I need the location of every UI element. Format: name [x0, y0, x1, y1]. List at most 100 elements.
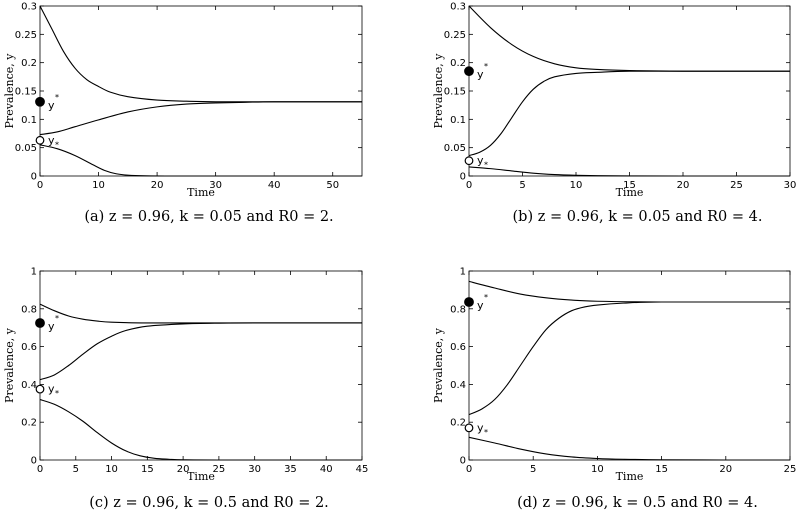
x-tick-label: 20 [177, 464, 190, 475]
y-axis-label: Prevalence, y [3, 53, 16, 129]
x-tick-label: 25 [730, 180, 743, 191]
x-tick-label: 10 [570, 180, 583, 191]
y-tick-label: 0.05 [15, 143, 37, 154]
y-tick-label: 0.2 [450, 58, 466, 69]
series-line-2 [468, 436, 790, 461]
panel-caption: (a) z = 0.96, k = 0.05 and R0 = 2. [84, 209, 333, 225]
plot-frame [468, 270, 791, 461]
y-tick-label: 0.2 [21, 58, 37, 69]
equilibrium-label-sup: * [55, 93, 59, 102]
equilibrium-label: y [477, 68, 484, 81]
plot-frame [39, 270, 363, 461]
equilibrium-label-sub: * [484, 428, 488, 437]
chart-panel-0: 0 10 20 30 40 50 0 0.05 0.1 0.15 0.2 0.25 0.3 Time Pre… [3, 2, 363, 225]
series-line-0 [39, 5, 362, 103]
y-tick-label: 0 [460, 456, 466, 467]
x-tick-label: 30 [248, 464, 261, 475]
x-tick-label: 20 [677, 180, 690, 191]
y-axis-label: Prevalence, y [432, 53, 445, 129]
equilibrium-label-sup: * [484, 293, 488, 302]
y-tick-label: 0 [31, 456, 37, 467]
y-tick-label: 0.2 [450, 418, 466, 429]
x-tick-label: 45 [356, 464, 369, 475]
stable-equilibrium-marker [35, 96, 45, 107]
chart-panel-1: 0 5 10 15 20 25 30 0 0.05 0.1 0.15 0.2 0.25 0.3 Time Pr… [432, 2, 796, 226]
y-tick-label: 1 [460, 267, 466, 278]
x-tick-label: 25 [213, 464, 226, 475]
y-tick-label: 0.3 [21, 2, 37, 13]
plot-frame [39, 5, 363, 177]
x-tick-label: 30 [209, 180, 222, 191]
y-tick-label: 0.2 [21, 418, 37, 429]
x-tick-label: 50 [326, 180, 339, 191]
x-tick-label: 0 [37, 180, 43, 191]
stable-equilibrium-marker [464, 297, 474, 307]
y-tick-label: 0.3 [450, 2, 466, 13]
y-tick-label: 0.1 [450, 115, 466, 126]
x-tick-label: 0 [466, 180, 472, 191]
unstable-equilibrium-marker [35, 384, 45, 394]
series-line-2 [468, 166, 790, 177]
y-tick-label: 0.15 [15, 87, 37, 98]
x-tick-label: 30 [784, 180, 797, 191]
stable-equilibrium-marker [464, 66, 474, 77]
y-tick-label: 0 [460, 172, 466, 183]
y-tick-label: 0.4 [21, 380, 37, 391]
y-tick-label: 0.8 [21, 304, 37, 315]
equilibrium-label-sup: * [55, 314, 59, 323]
x-tick-label: 15 [141, 464, 154, 475]
panel-caption: (c) z = 0.96, k = 0.5 and R0 = 2. [89, 495, 329, 511]
x-tick-label: 40 [320, 464, 333, 475]
chart-panel-2: 0 5 10 15 20 25 30 35 40 45 0 0.2 0.4 0.6 0.8 1 Time Prev… [3, 267, 368, 512]
x-tick-label: 20 [719, 464, 732, 475]
series-line-0 [468, 5, 790, 72]
stable-equilibrium-marker [35, 318, 45, 328]
equilibrium-label-sub: * [484, 161, 488, 170]
y-tick-label: 0.1 [21, 115, 37, 126]
panel-caption: (b) z = 0.96, k = 0.05 and R0 = 4. [513, 209, 763, 225]
series-line-0 [468, 280, 790, 303]
x-axis-label: Time [187, 186, 215, 199]
x-tick-label: 10 [105, 464, 118, 475]
equilibrium-label: y [48, 134, 55, 147]
y-tick-label: 0.6 [21, 342, 37, 353]
panel-caption: (d) z = 0.96, k = 0.5 and R0 = 4. [517, 495, 758, 511]
chart-panel-3: 0 5 10 15 20 25 0 0.2 0.4 0.6 0.8 1 Time Prevalence, … [432, 267, 796, 512]
y-tick-label: 0 [31, 172, 37, 183]
x-axis-label: Time [616, 470, 644, 483]
x-tick-label: 5 [519, 180, 525, 191]
equilibrium-label-sup: * [484, 62, 488, 71]
y-tick-label: 1 [31, 267, 37, 278]
x-tick-label: 15 [655, 464, 668, 475]
x-tick-label: 20 [151, 180, 164, 191]
x-tick-label: 0 [466, 464, 472, 475]
y-tick-label: 0.25 [444, 30, 466, 41]
x-tick-label: 5 [530, 464, 536, 475]
y-axis-label: Prevalence, y [3, 327, 16, 403]
y-tick-label: 0.8 [450, 304, 466, 315]
equilibrium-label: y [477, 154, 484, 167]
y-tick-label: 0.15 [444, 87, 466, 98]
x-axis-label: Time [187, 470, 215, 483]
series-line-1 [468, 70, 790, 157]
y-tick-label: 0.05 [444, 143, 466, 154]
y-tick-label: 0.4 [450, 380, 466, 391]
x-tick-label: 25 [784, 464, 797, 475]
equilibrium-label: y [477, 299, 484, 312]
unstable-equilibrium-marker [464, 156, 474, 166]
x-tick-label: 40 [268, 180, 281, 191]
x-tick-label: 0 [37, 464, 43, 475]
equilibrium-label: y [477, 421, 484, 434]
x-tick-label: 10 [92, 180, 105, 191]
x-tick-label: 35 [284, 464, 297, 475]
y-tick-label: 0.25 [15, 30, 37, 41]
x-axis-label: Time [616, 186, 644, 199]
unstable-equilibrium-marker [35, 135, 45, 145]
series-line-1 [39, 101, 362, 136]
equilibrium-label: y [48, 320, 55, 333]
y-axis-label: Prevalence, y [432, 327, 445, 403]
equilibrium-label-sub: * [55, 140, 59, 149]
plot-frame [468, 5, 791, 177]
equilibrium-label: y [48, 383, 55, 396]
